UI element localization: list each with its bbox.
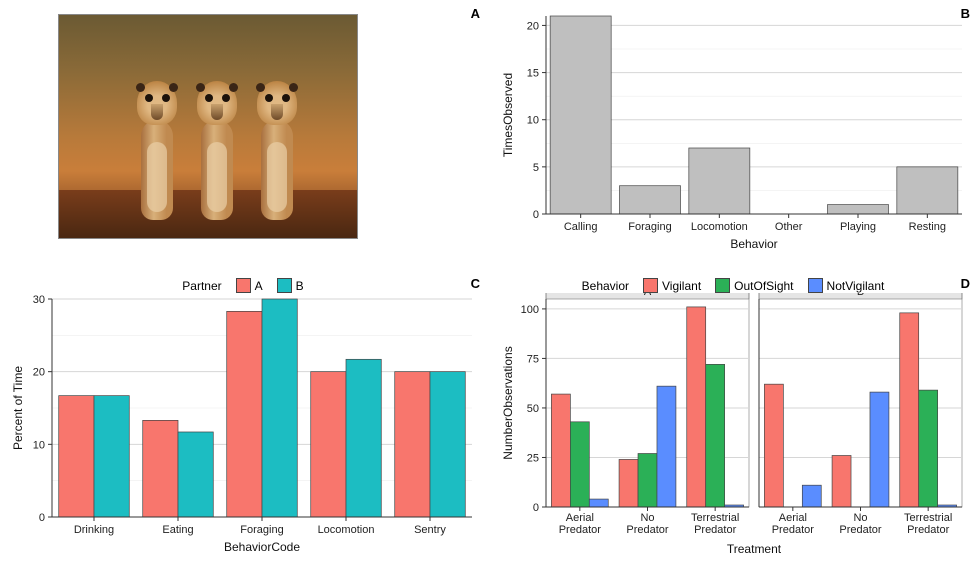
svg-text:0: 0 [533, 209, 539, 221]
chart-d-legend: BehaviorVigilantOutOfSightNotVigilant [498, 278, 968, 293]
panel-d: D BehaviorVigilantOutOfSightNotVigilant … [498, 278, 968, 568]
svg-text:Terrestrial: Terrestrial [904, 512, 952, 524]
chart-d: NumberObservationsA0255075100AerialPreda… [498, 293, 968, 561]
svg-text:50: 50 [527, 403, 539, 415]
svg-text:B: B [857, 293, 864, 298]
svg-text:TimesObserved: TimesObserved [501, 73, 515, 157]
chart-b: 0 5 10 15 20 Calling Foraging Locomotion Other Pl… [498, 8, 968, 258]
svg-text:15: 15 [527, 68, 539, 80]
meerkat-photo [58, 14, 358, 239]
panel-a: A [8, 8, 478, 258]
svg-text:Foraging: Foraging [628, 221, 671, 233]
svg-text:5: 5 [533, 162, 539, 174]
svg-text:20: 20 [33, 367, 45, 379]
svg-text:10: 10 [527, 115, 539, 127]
svg-text:NumberObservations: NumberObservations [501, 346, 515, 459]
svg-text:25: 25 [527, 452, 539, 464]
svg-text:Aerial: Aerial [779, 512, 807, 524]
svg-text:30: 30 [33, 294, 45, 306]
svg-text:10: 10 [33, 439, 45, 451]
svg-text:20: 20 [527, 20, 539, 32]
svg-text:Foraging: Foraging [240, 524, 283, 536]
svg-text:Drinking: Drinking [74, 524, 114, 536]
svg-text:Predator: Predator [626, 524, 669, 536]
svg-text:Predator: Predator [839, 524, 882, 536]
svg-text:Resting: Resting [909, 221, 946, 233]
chart-c: 0 10 20 30 Drinking Eating Foraging Locomotion S… [8, 293, 478, 561]
panel-c: C PartnerAB 0 10 20 30 Drinking Eating Foragin… [8, 278, 478, 568]
svg-text:Behavior: Behavior [730, 237, 777, 251]
svg-text:No: No [640, 512, 654, 524]
chart-c-legend: PartnerAB [8, 278, 478, 293]
svg-text:Predator: Predator [907, 524, 950, 536]
svg-text:Treatment: Treatment [727, 542, 782, 556]
svg-text:100: 100 [521, 304, 539, 316]
svg-text:Locomotion: Locomotion [691, 221, 748, 233]
svg-text:Percent of Time: Percent of Time [11, 366, 25, 450]
panel-d-label: D [961, 276, 970, 291]
svg-text:Predator: Predator [559, 524, 602, 536]
svg-text:Predator: Predator [694, 524, 737, 536]
svg-text:No: No [853, 512, 867, 524]
svg-text:Predator: Predator [772, 524, 815, 536]
panel-a-label: A [471, 6, 480, 21]
svg-text:0: 0 [39, 512, 45, 524]
svg-text:Sentry: Sentry [414, 524, 446, 536]
svg-text:Other: Other [775, 221, 803, 233]
svg-text:Aerial: Aerial [566, 512, 594, 524]
svg-text:Eating: Eating [162, 524, 193, 536]
panel-c-label: C [471, 276, 480, 291]
figure-grid: A B 0 5 10 15 20 Calling Foraging Locomotion Oth… [8, 8, 966, 568]
svg-text:Terrestrial: Terrestrial [691, 512, 739, 524]
svg-text:Playing: Playing [840, 221, 876, 233]
svg-text:75: 75 [527, 353, 539, 365]
svg-text:BehaviorCode: BehaviorCode [224, 540, 300, 554]
panel-b: B 05101520CallingForagingLocomotionOther… [498, 8, 968, 258]
svg-text:A: A [644, 293, 652, 298]
svg-text:Calling: Calling [564, 221, 598, 233]
svg-text:Locomotion: Locomotion [318, 524, 375, 536]
svg-text:0: 0 [533, 502, 539, 514]
